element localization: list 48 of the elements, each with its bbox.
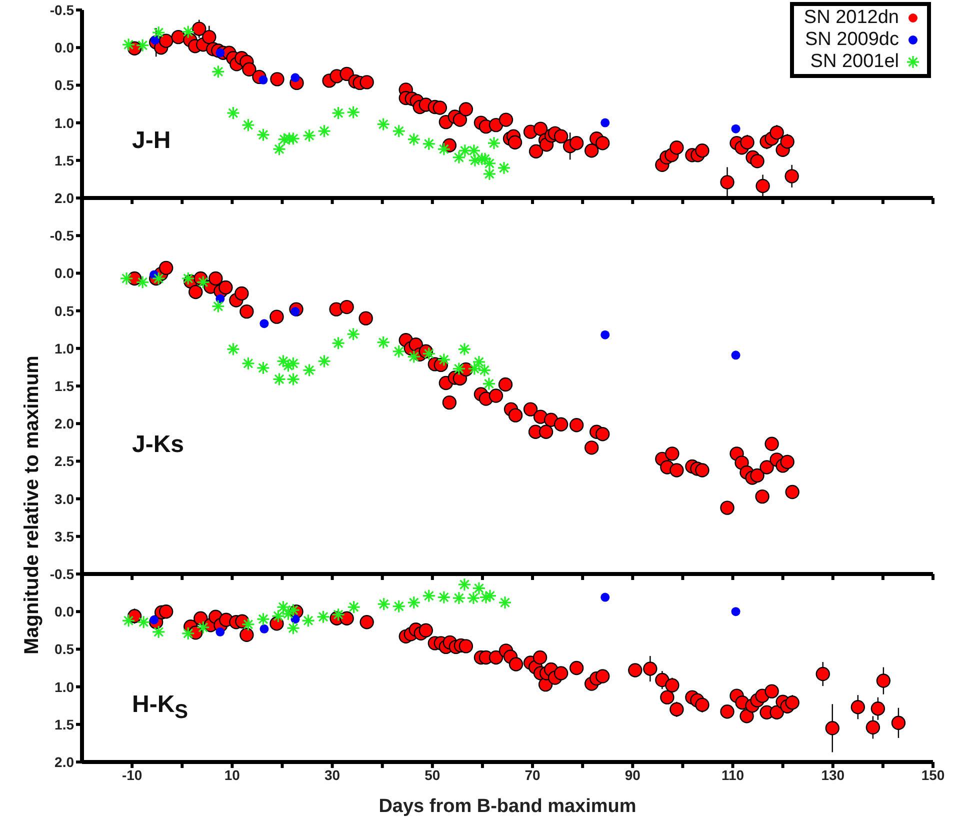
x-tick-label: 70 [524, 766, 541, 783]
y-tick-label: 0.0 [54, 265, 74, 282]
x-tick-label: 90 [624, 766, 641, 783]
y-tick-label: 2.0 [54, 190, 74, 206]
x-tick-label: 130 [821, 766, 845, 783]
y-tick-label: 1.5 [54, 152, 74, 168]
annotation: H-K$_{S}$ [132, 690, 188, 724]
y-tick-label: 0.0 [54, 40, 74, 56]
y-tick-label: 1.5 [54, 378, 74, 394]
y-tick-label: 1.0 [54, 114, 74, 131]
legend-label: SN 2012dn [804, 7, 899, 29]
y-tick-label: 2.5 [54, 453, 74, 470]
point [260, 624, 269, 634]
legend-label: SN 2001el [810, 51, 899, 73]
x-tick-label: 110 [721, 766, 744, 783]
y-tick-label: -0.5 [50, 566, 74, 582]
point [216, 627, 225, 636]
point [600, 592, 610, 602]
x-axis-title: Days from B-band maximum [378, 796, 636, 817]
y-tick-label: 1.0 [54, 678, 74, 695]
x-tick-label: 30 [324, 766, 340, 783]
y-tick-label: -0.5 [50, 228, 74, 244]
y-tick-label: 0.5 [54, 302, 74, 319]
y-tick-label: 0.5 [54, 77, 74, 94]
x-tick-label: 50 [424, 766, 440, 783]
y-tick-label: 1.5 [54, 716, 74, 732]
x-tick-label: -10 [122, 766, 142, 783]
point [731, 124, 740, 134]
annotation: J-Ks [132, 431, 184, 460]
y-tick-label: 1.0 [54, 340, 74, 356]
y-tick-label: 0.5 [54, 641, 74, 658]
point [600, 330, 610, 340]
y-tick-label: 3.0 [54, 490, 74, 507]
point [260, 319, 269, 328]
y-tick-label: 2.0 [54, 416, 74, 432]
point [290, 73, 300, 82]
y-tick-label: 3.5 [54, 528, 74, 544]
point [731, 607, 740, 616]
annotation: J-H [132, 126, 171, 155]
y-axis-title: Magnitude relative to maximum [20, 354, 44, 656]
y-tick-label: 2.0 [54, 754, 74, 770]
y-tick-label: -0.5 [50, 2, 74, 18]
point [731, 350, 740, 360]
x-tick-label: 10 [224, 766, 240, 783]
y-tick-label: 0.0 [54, 604, 74, 620]
legend-label: SN 2009dc [804, 29, 899, 51]
point [600, 118, 610, 128]
x-tick-label: 150 [921, 766, 945, 783]
